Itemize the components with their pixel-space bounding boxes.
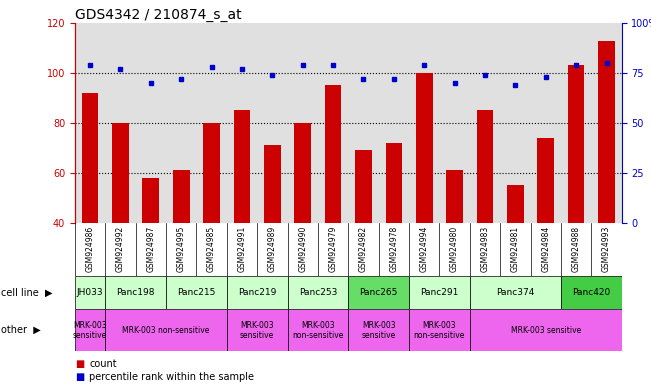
Bar bbox=[537, 138, 554, 223]
Text: Panc198: Panc198 bbox=[117, 288, 155, 297]
Bar bbox=[105, 309, 227, 351]
Text: Panc265: Panc265 bbox=[359, 288, 398, 297]
Bar bbox=[75, 309, 105, 351]
Text: MRK-003
sensitive: MRK-003 sensitive bbox=[361, 321, 396, 340]
Text: Panc291: Panc291 bbox=[421, 288, 458, 297]
Text: GSM924993: GSM924993 bbox=[602, 225, 611, 272]
Bar bbox=[294, 123, 311, 223]
Bar bbox=[288, 276, 348, 309]
Bar bbox=[173, 170, 189, 223]
Text: ■: ■ bbox=[75, 372, 84, 382]
Bar bbox=[234, 111, 250, 223]
Bar bbox=[598, 40, 615, 223]
Text: GSM924994: GSM924994 bbox=[420, 225, 429, 272]
Bar bbox=[416, 73, 432, 223]
Text: GSM924983: GSM924983 bbox=[480, 225, 490, 271]
Bar bbox=[227, 276, 288, 309]
Text: percentile rank within the sample: percentile rank within the sample bbox=[89, 372, 254, 382]
Text: MRK-003
non-sensitive: MRK-003 non-sensitive bbox=[414, 321, 465, 340]
Text: JH033: JH033 bbox=[77, 288, 104, 297]
Bar bbox=[166, 276, 227, 309]
Text: GSM924986: GSM924986 bbox=[85, 225, 94, 271]
Bar bbox=[227, 309, 288, 351]
Text: count: count bbox=[89, 359, 117, 369]
Bar bbox=[446, 170, 463, 223]
Text: GSM924982: GSM924982 bbox=[359, 225, 368, 271]
Text: GSM924981: GSM924981 bbox=[511, 225, 520, 271]
Text: Panc374: Panc374 bbox=[496, 288, 534, 297]
Text: GSM924980: GSM924980 bbox=[450, 225, 459, 271]
Text: GSM924984: GSM924984 bbox=[541, 225, 550, 271]
Bar bbox=[203, 123, 220, 223]
Text: GSM924995: GSM924995 bbox=[176, 225, 186, 272]
Text: MRK-003
non-sensitive: MRK-003 non-sensitive bbox=[292, 321, 344, 340]
Bar bbox=[470, 276, 561, 309]
Bar bbox=[568, 65, 585, 223]
Text: GSM924992: GSM924992 bbox=[116, 225, 125, 271]
Text: GSM924979: GSM924979 bbox=[329, 225, 338, 272]
Text: Panc253: Panc253 bbox=[299, 288, 337, 297]
Bar bbox=[561, 276, 622, 309]
Text: GSM924987: GSM924987 bbox=[146, 225, 156, 271]
Bar bbox=[409, 309, 470, 351]
Bar bbox=[348, 276, 409, 309]
Text: Panc219: Panc219 bbox=[238, 288, 276, 297]
Text: GSM924985: GSM924985 bbox=[207, 225, 216, 271]
Text: ■: ■ bbox=[75, 359, 84, 369]
Bar bbox=[82, 93, 98, 223]
Bar bbox=[470, 309, 622, 351]
Text: MRK-003
sensitive: MRK-003 sensitive bbox=[73, 321, 107, 340]
Text: Panc420: Panc420 bbox=[572, 288, 611, 297]
Bar bbox=[507, 185, 523, 223]
Bar bbox=[477, 111, 493, 223]
Bar bbox=[348, 309, 409, 351]
Bar bbox=[112, 123, 129, 223]
Bar bbox=[75, 276, 105, 309]
Bar bbox=[409, 276, 470, 309]
Bar bbox=[385, 143, 402, 223]
Text: cell line  ▶: cell line ▶ bbox=[1, 288, 53, 298]
Bar bbox=[355, 150, 372, 223]
Text: MRK-003 non-sensitive: MRK-003 non-sensitive bbox=[122, 326, 210, 335]
Bar bbox=[264, 145, 281, 223]
Bar bbox=[325, 85, 341, 223]
Text: other  ▶: other ▶ bbox=[1, 325, 41, 335]
Bar bbox=[288, 309, 348, 351]
Text: Panc215: Panc215 bbox=[177, 288, 215, 297]
Text: GSM924989: GSM924989 bbox=[268, 225, 277, 271]
Bar bbox=[105, 276, 166, 309]
Text: MRK-003 sensitive: MRK-003 sensitive bbox=[510, 326, 581, 335]
Text: GSM924990: GSM924990 bbox=[298, 225, 307, 272]
Text: GDS4342 / 210874_s_at: GDS4342 / 210874_s_at bbox=[75, 8, 242, 22]
Text: MRK-003
sensitive: MRK-003 sensitive bbox=[240, 321, 274, 340]
Text: GSM924991: GSM924991 bbox=[238, 225, 247, 271]
Text: GSM924988: GSM924988 bbox=[572, 225, 581, 271]
Text: GSM924978: GSM924978 bbox=[389, 225, 398, 271]
Bar bbox=[143, 178, 159, 223]
